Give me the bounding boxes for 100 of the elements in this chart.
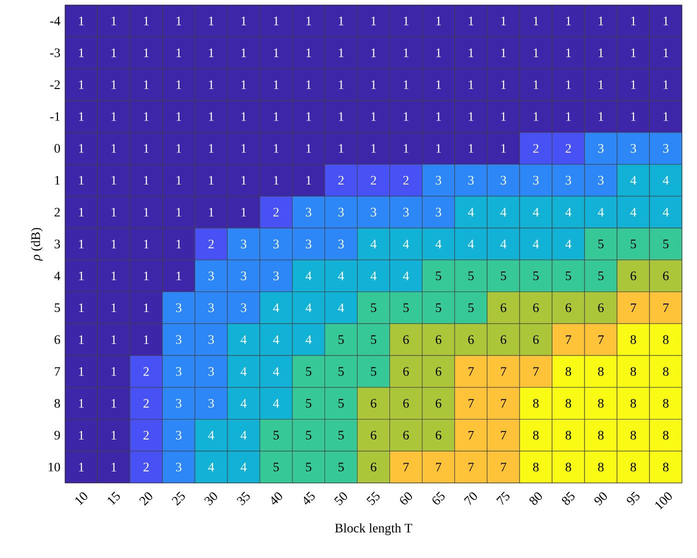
data-label: 6 <box>403 398 409 408</box>
data-label: 1 <box>176 208 182 216</box>
data-label: 1 <box>274 16 279 26</box>
data-label: 4 <box>338 303 344 312</box>
data-label: 3 <box>598 176 604 185</box>
data-label: 3 <box>566 176 572 185</box>
data-label: 1 <box>631 112 636 121</box>
y-tick-label: 7 <box>54 367 60 376</box>
data-label: 5 <box>468 272 474 280</box>
data-label: 1 <box>306 80 312 89</box>
data-label: 1 <box>79 176 84 185</box>
data-label: 3 <box>338 208 344 216</box>
x-tick-label: 55 <box>366 492 380 506</box>
data-label: 8 <box>663 335 669 344</box>
data-label: 5 <box>306 399 312 408</box>
data-label: 4 <box>240 462 247 472</box>
x-tick-label: 15 <box>108 492 120 506</box>
data-label: 5 <box>371 367 376 376</box>
data-label: 1 <box>79 16 84 26</box>
data-label: 5 <box>338 462 344 472</box>
data-label: 4 <box>208 462 214 472</box>
data-label: 5 <box>663 240 668 248</box>
data-label: 1 <box>176 176 182 185</box>
data-label: 2 <box>273 208 279 216</box>
data-label: 6 <box>500 303 506 312</box>
data-label: 8 <box>566 462 572 472</box>
data-label: 1 <box>112 80 116 89</box>
x-tick-label: 70 <box>464 492 477 505</box>
y-tick-label: -2 <box>50 80 60 89</box>
data-label: 1 <box>144 16 149 26</box>
data-label: 1 <box>274 176 279 185</box>
data-label: 1 <box>112 208 116 216</box>
data-label: 3 <box>176 398 182 408</box>
data-label: 4 <box>532 240 539 248</box>
y-tick-label: 8 <box>54 398 60 408</box>
data-label: 1 <box>144 112 149 121</box>
data-label: 8 <box>630 367 636 376</box>
data-label: 6 <box>598 303 604 312</box>
data-label: 1 <box>209 16 214 26</box>
data-label: 1 <box>242 48 246 58</box>
data-label: 1 <box>371 144 376 153</box>
data-label: 1 <box>144 303 149 312</box>
data-label: 3 <box>338 240 344 248</box>
data-label: 1 <box>112 335 116 344</box>
data-label: 1 <box>112 367 116 376</box>
data-label: 1 <box>144 208 149 216</box>
data-label: 4 <box>370 272 377 280</box>
data-label: 8 <box>533 430 539 440</box>
data-label: 1 <box>242 80 246 89</box>
data-label: 1 <box>79 335 84 344</box>
y-axis-title: ρ (dB) <box>30 228 43 261</box>
data-label: 3 <box>306 240 312 248</box>
data-label: 5 <box>306 430 312 440</box>
x-tick-label: 75 <box>496 492 510 505</box>
data-label: 3 <box>208 303 214 312</box>
data-label: 4 <box>468 240 474 248</box>
y-tick-label: -3 <box>50 48 60 58</box>
data-label: 1 <box>79 272 84 280</box>
x-tick-label: 60 <box>400 492 412 504</box>
data-label: 1 <box>79 208 84 216</box>
x-tick-label: 30 <box>204 492 218 506</box>
data-label: 6 <box>468 335 474 344</box>
data-label: 1 <box>598 16 604 26</box>
data-label: 5 <box>338 399 344 408</box>
data-label: 4 <box>306 303 312 312</box>
data-label: 3 <box>468 176 474 185</box>
data-label: 4 <box>273 335 280 344</box>
data-label: 3 <box>208 335 214 344</box>
x-tick-label: 95 <box>626 492 640 506</box>
data-label: 1 <box>144 144 149 153</box>
data-label: 4 <box>240 399 247 408</box>
data-label: 1 <box>566 80 571 89</box>
data-label: 1 <box>144 176 149 185</box>
y-tick-label: -1 <box>50 112 60 121</box>
data-label: 8 <box>663 462 669 472</box>
data-label: 4 <box>500 208 506 216</box>
data-label: 8 <box>663 367 669 376</box>
data-label: 1 <box>242 112 246 121</box>
data-label: 4 <box>662 176 669 185</box>
data-label: 1 <box>209 144 214 153</box>
data-label: 1 <box>501 80 506 89</box>
data-label: 5 <box>598 240 604 248</box>
data-label: 6 <box>403 335 409 344</box>
data-label: 8 <box>630 398 636 408</box>
data-label: 3 <box>241 303 246 312</box>
data-label: 6 <box>370 398 376 408</box>
data-label: 8 <box>663 430 669 440</box>
data-label: 2 <box>144 399 149 408</box>
data-label: 1 <box>242 144 246 153</box>
data-label: 3 <box>273 240 279 248</box>
data-label: 3 <box>403 208 409 216</box>
data-label: 6 <box>436 335 442 344</box>
y-tick-label: 1 <box>55 176 60 185</box>
data-label: 5 <box>338 367 344 376</box>
data-label: 1 <box>436 48 441 58</box>
y-tick-label: 9 <box>54 430 60 440</box>
data-label: 5 <box>566 272 572 280</box>
data-label: 1 <box>631 80 636 89</box>
data-label: 3 <box>208 272 214 280</box>
data-label: 1 <box>176 16 182 26</box>
